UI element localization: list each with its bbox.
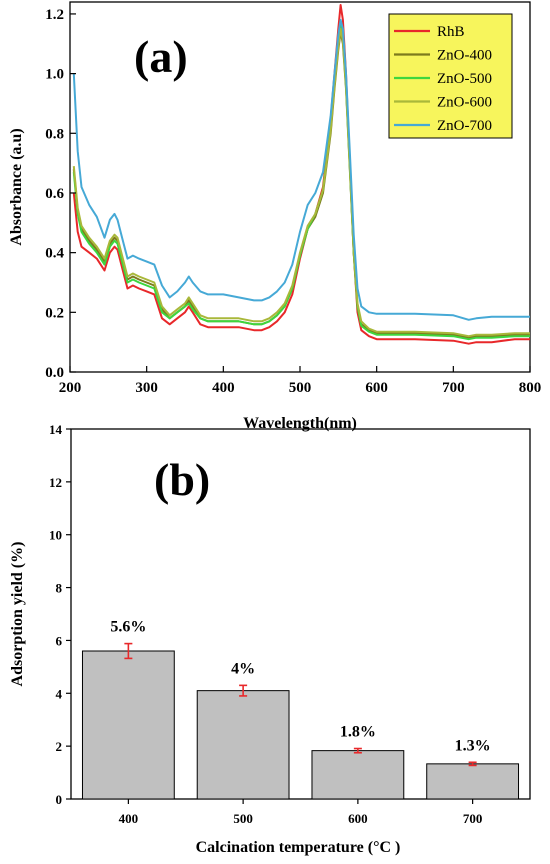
y-tick-label: 0.8: [45, 126, 64, 142]
panel-b-plot-frame: [70, 428, 531, 800]
x-tick-label: 700: [442, 380, 465, 396]
bar-500: [196, 690, 290, 800]
y-tick-label: 0.4: [45, 246, 64, 262]
series-line-zno-600: [72, 27, 530, 338]
series-line-zno-700: [72, 18, 530, 321]
y-tick-label: 1.0: [45, 67, 64, 83]
y-tick-label: 14: [49, 422, 63, 437]
legend-label: ZnO-600: [437, 95, 492, 111]
panel-a-label: (a): [134, 31, 188, 82]
error-bar-400: [124, 642, 133, 660]
panel-b-error-bars: [124, 642, 477, 767]
panel-a-line-chart: 200 300 400 500 600 700 800 0.0 0.2 0.4 0.6 0.8 1.0…: [8, 1, 542, 432]
panel-a-x-ticks: 200 300 400 500 600 700 800: [59, 366, 542, 396]
y-tick-label: 0.2: [45, 305, 64, 321]
legend-label: ZnO-400: [437, 48, 492, 64]
bar-600: [311, 750, 405, 800]
panel-a-y-ticks: 0.0 0.2 0.4 0.6 0.8 1.0 1.2: [45, 7, 76, 381]
error-bar-600: [353, 747, 362, 754]
y-tick-label: 1.2: [45, 7, 64, 23]
legend-label: ZnO-700: [437, 118, 492, 134]
error-bar-500: [239, 684, 248, 697]
x-tick-label: 700: [463, 811, 483, 826]
y-tick-label: 0: [56, 792, 63, 807]
series-line-zno-500: [72, 24, 530, 341]
x-tick-label: 200: [59, 380, 82, 396]
y-tick-label: 6: [56, 633, 63, 648]
bar-400: [81, 650, 175, 800]
y-tick-label: 8: [56, 581, 63, 596]
y-tick-label: 0.6: [45, 186, 64, 202]
error-bar-700: [468, 761, 477, 767]
panel-b-y-ticks: 0 2 4 6 8 10 12 14: [49, 422, 71, 807]
panel-b-label: (b): [154, 454, 210, 505]
panel-a-series-group: [72, 4, 530, 345]
bar-700: [426, 763, 520, 800]
y-tick-label: 12: [49, 475, 62, 490]
panel-b-data-labels: 5.6% 4% 1.8% 1.3%: [110, 619, 490, 755]
legend-box: [388, 13, 513, 139]
x-tick-label: 500: [233, 811, 253, 826]
y-tick-label: 4: [56, 686, 63, 701]
x-tick-label: 600: [365, 380, 388, 396]
x-tick-label: 600: [348, 811, 368, 826]
y-tick-label: 2: [56, 739, 63, 754]
panel-b-x-ticks: 400 500 600 700: [119, 799, 483, 826]
series-line-rhb: [72, 4, 530, 345]
y-tick-label: 0.0: [45, 365, 64, 381]
panel-b-bar-chart: 5.6%4%1.8%1.3% 400 500 600 700 02468101214 …: [9, 422, 531, 856]
data-label-700: 1.3%: [455, 737, 491, 754]
panel-b-bars: [81, 650, 520, 800]
data-label-400: 5.6%: [110, 619, 146, 636]
data-label-500: 4%: [231, 660, 255, 677]
x-tick-label: 800: [519, 380, 542, 396]
x-tick-label: 500: [289, 380, 312, 396]
legend-label: ZnO-500: [437, 71, 492, 87]
legend-entries: RhB ZnO-400 ZnO-500 ZnO-600 ZnO-700: [394, 24, 492, 134]
data-label-600: 1.8%: [340, 724, 376, 741]
y-tick-label: 10: [49, 528, 62, 543]
panel-a-legend: RhB ZnO-400 ZnO-500 ZnO-600 ZnO-700: [388, 13, 513, 139]
panel-b-x-axis-label: Calcination temperature (°C ): [196, 839, 401, 856]
x-tick-label: 400: [212, 380, 235, 396]
panel-a-x-axis-label: Wavelength(nm): [243, 415, 357, 432]
panel-a-y-axis-label: Absorbance (a.u): [8, 128, 25, 245]
panel-b-y-axis-label: Adsorption yield (%): [9, 542, 26, 687]
legend-label: RhB: [437, 24, 465, 40]
x-tick-label: 300: [135, 380, 158, 396]
x-tick-label: 400: [119, 811, 139, 826]
